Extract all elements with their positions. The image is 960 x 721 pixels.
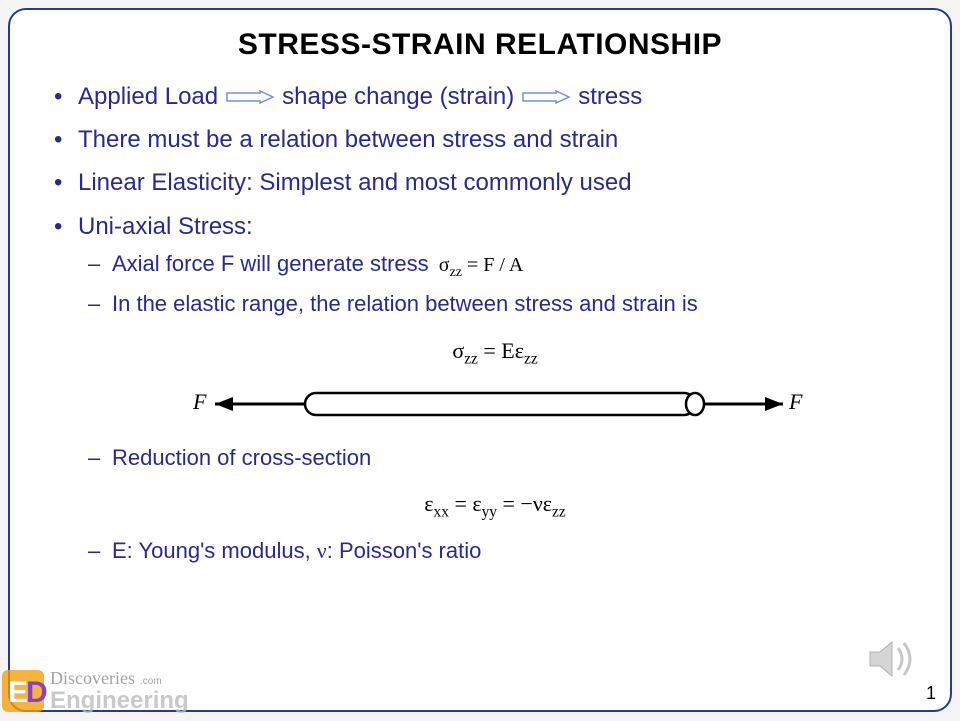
watermark-logo: E D Discoveries .com Engineering [0, 662, 260, 716]
inline-formula-1: σzz = F / A [439, 254, 524, 276]
bullet-1-part1: Applied Load [78, 78, 218, 115]
sub-bullet-1: Axial force F will generate stress σzz =… [78, 247, 912, 284]
bullet-3: Linear Elasticity: Simplest and most com… [48, 164, 912, 201]
diagram-right-label: F [788, 389, 803, 414]
bullet-4-text: Uni-axial Stress: [78, 213, 253, 240]
sub-bullet-3: Reduction of cross-section [78, 441, 912, 475]
bullet-1-part3: stress [578, 78, 642, 115]
bullet-1-part2: shape change (strain) [282, 78, 514, 115]
svg-text:Engineering: Engineering [50, 687, 189, 714]
arrow-icon [522, 90, 570, 104]
formula-block-1: σzz = Eεzz [78, 334, 912, 371]
bullet-2: There must be a relation between stress … [48, 121, 912, 158]
bullet-list: Applied Load shape change (strain) stres… [48, 78, 912, 568]
formula-block-2: εxx = εyy = −νεzz [78, 487, 912, 524]
bullet-4: Uni-axial Stress: Axial force F will gen… [48, 208, 912, 569]
svg-text:D: D [26, 676, 48, 709]
slide-frame: STRESS-STRAIN RELATIONSHIP Applied Load … [8, 8, 952, 712]
slide-title: STRESS-STRAIN RELATIONSHIP [48, 28, 912, 62]
svg-text:.com: .com [140, 676, 162, 687]
svg-text:Discoveries: Discoveries [50, 668, 135, 688]
arrow-icon [226, 90, 274, 104]
svg-text:E: E [8, 676, 28, 709]
sub-bullet-4: E: Young's modulus, ν: Poisson's ratio [78, 534, 912, 568]
bar-diagram: F F [78, 381, 912, 427]
bullet-1: Applied Load shape change (strain) stres… [48, 78, 912, 115]
page-number: 1 [926, 683, 936, 704]
sub-bullet-list: Axial force F will generate stress σzz =… [78, 247, 912, 322]
sub-1-text: Axial force F will generate stress [112, 251, 429, 276]
sub-bullet-list-2: Reduction of cross-section [78, 441, 912, 475]
speaker-icon [866, 636, 920, 682]
sub-bullet-2: In the elastic range, the relation betwe… [78, 287, 912, 321]
sub-bullet-list-3: E: Young's modulus, ν: Poisson's ratio [78, 534, 912, 568]
diagram-left-label: F [192, 389, 207, 414]
